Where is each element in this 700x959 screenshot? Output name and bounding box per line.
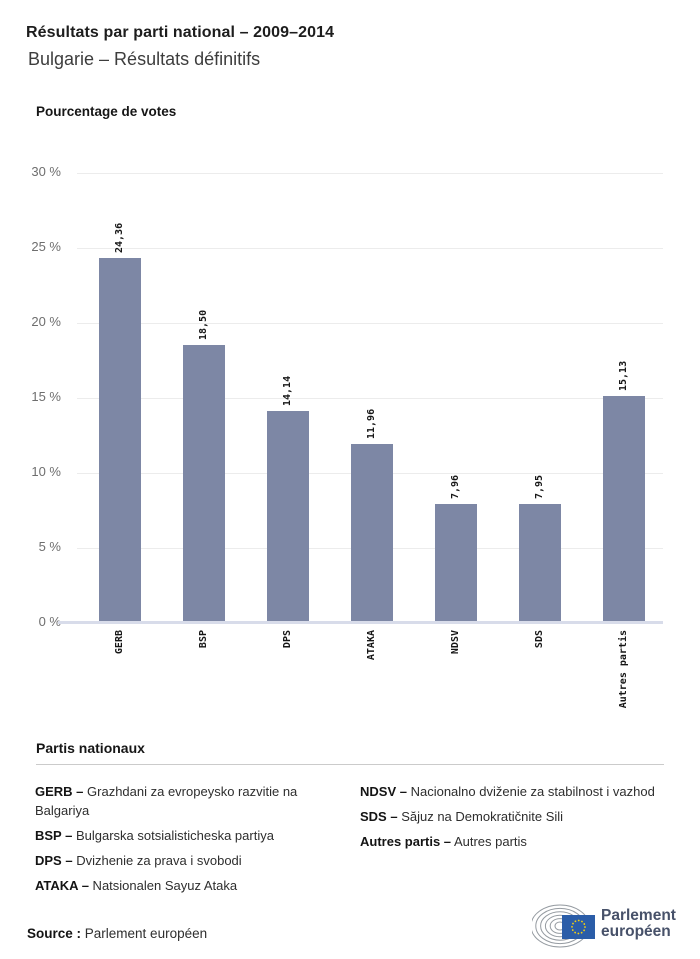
gridline [77,173,663,174]
legend-item-name: Nacionalno dviženie za stabilnost i vazh… [406,784,655,799]
legend-item-abbr: Autres partis – [360,834,452,849]
eu-stars-icon [571,919,586,935]
legend-item: NDSV – Nacionalno dviženie za stabilnost… [360,782,695,801]
bar [351,444,393,623]
bar-value-label: 11,96 [366,408,377,439]
x-axis-label: ATAKA [366,630,377,661]
y-axis-tick: 25 % [31,239,61,254]
source-line: Source : Parlement européen [27,926,207,941]
bar-chart: 30 % 25 % 20 % 15 % 10 % 5 % 0 % 24,36 GERB 18,50… [31,164,663,709]
source-value: Parlement européen [84,926,208,941]
legend-item-abbr: GERB – [35,784,84,799]
bar [99,258,141,623]
bar [183,345,225,623]
legend-item: ATAKA – Natsionalen Sayuz Ataka [35,876,320,895]
x-axis-label: SDS [534,630,545,649]
legend-item-name: Bulgarska sotsialisticheska partiya [72,828,274,843]
bar-value-label: 7,96 [450,474,461,499]
legend-heading: Partis nationaux [36,740,145,756]
legend-item-abbr: DPS – [35,853,73,868]
x-axis-label: Autres partis [618,630,629,709]
ep-logo: Parlement européen [532,904,676,948]
gridline [77,248,663,249]
legend-item-abbr: ATAKA – [35,878,89,893]
bar-value-label: 24,36 [114,222,125,253]
x-axis-label: GERB [114,630,125,655]
x-axis-label: NDSV [450,630,461,655]
legend-item-name: Săjuz na Demokratičnite Sili [397,809,564,824]
bar-value-label: 15,13 [618,360,629,391]
bar [267,411,309,623]
bar-value-label: 7,95 [534,474,545,499]
y-axis-tick: 0 % [38,614,61,629]
page-title: Résultats par parti national – 2009–2014 [26,24,335,41]
chart-title: Pourcentage de votes [36,104,177,119]
legend-item-name: Grazhdani za evropeysko razvitie na Balg… [35,784,298,818]
legend-item-name: Dvizhenie za prava i svobodi [72,853,242,868]
legend-item-name: Natsionalen Sayuz Ataka [88,878,238,893]
legend-divider [36,764,664,765]
legend-item: DPS – Dvizhenie za prava i svobodi [35,851,320,870]
y-axis-tick: 10 % [31,464,61,479]
legend-item: SDS – Săjuz na Demokratičnite Sili [360,807,695,826]
legend-item-name: Autres partis [451,834,527,849]
bar [435,504,477,623]
legend-item-abbr: NDSV – [360,784,407,799]
gridline [77,398,663,399]
logo-text-line1: Parlement [601,907,676,924]
bar [519,504,561,623]
legend-item-abbr: SDS – [360,809,398,824]
legend-item: Autres partis – Autres partis [360,832,695,851]
x-axis-label: DPS [282,630,293,649]
legend-item: BSP – Bulgarska sotsialisticheska partiy… [35,826,320,845]
legend-item-abbr: BSP – [35,828,73,843]
legend-item: GERB – Grazhdani za evropeysko razvitie … [35,782,320,820]
legend-column-left: GERB – Grazhdani za evropeysko razvitie … [35,782,320,901]
bar-value-label: 18,50 [198,309,209,340]
source-label: Source : [27,926,82,941]
y-axis-tick: 30 % [31,164,61,179]
x-axis-line [58,621,663,624]
bar-value-label: 14,14 [282,375,293,406]
x-axis-label: BSP [198,630,209,649]
bar [603,396,645,623]
y-axis-tick: 5 % [38,539,61,554]
y-axis-tick: 20 % [31,314,61,329]
legend-column-right: NDSV – Nacionalno dviženie za stabilnost… [360,782,695,857]
logo-text-line2: européen [601,923,671,940]
eu-flag-icon [562,915,595,939]
y-axis-tick: 15 % [31,389,61,404]
page-subtitle: Bulgarie – Résultats définitifs [28,49,261,69]
gridline [77,323,663,324]
